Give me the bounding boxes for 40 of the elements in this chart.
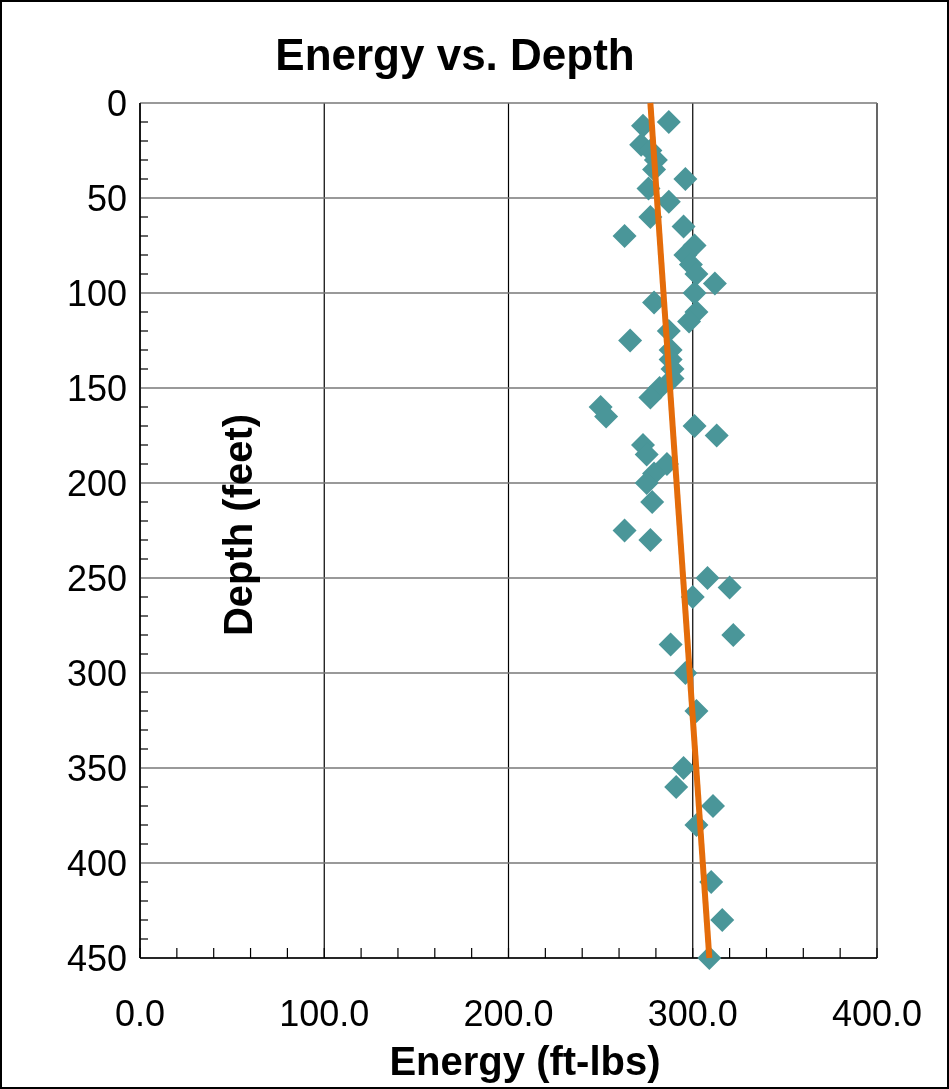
x-tick-label: 0.0: [114, 993, 166, 1034]
y-tick-label: 450: [66, 938, 127, 979]
point: [682, 281, 707, 305]
point: [638, 528, 663, 552]
y-tick-label: 400: [66, 843, 127, 884]
x-tick-label: 100.0: [279, 993, 370, 1034]
point: [704, 423, 729, 448]
y-tick-label: 300: [66, 653, 127, 694]
point: [717, 575, 742, 600]
x-axis-title: Energy (ft-lbs): [389, 1039, 661, 1083]
y-tick-label: 50: [86, 178, 127, 219]
point: [671, 214, 696, 239]
x-tick-label: 300.0: [647, 993, 738, 1034]
x-tick-label: 400.0: [831, 993, 923, 1034]
point: [673, 167, 698, 191]
point: [640, 490, 665, 514]
point: [695, 566, 720, 590]
point: [658, 632, 683, 657]
point: [618, 328, 643, 353]
chart-title: Energy vs. Depth: [275, 30, 635, 79]
point: [710, 908, 735, 932]
point: [612, 518, 637, 543]
y-tick-label: 100: [66, 273, 127, 314]
point: [634, 471, 659, 495]
y-tick-label: 0: [106, 83, 127, 124]
point: [721, 623, 746, 647]
x-tick-label: 200.0: [463, 993, 554, 1034]
point: [664, 775, 689, 799]
y-tick-label: 350: [66, 748, 127, 789]
point: [638, 385, 663, 410]
point: [671, 756, 696, 780]
y-tick-label: 250: [66, 558, 127, 599]
y-axis-title: Depth (feet): [216, 413, 260, 637]
y-tick-label: 150: [66, 368, 127, 409]
point: [682, 414, 707, 438]
point: [612, 224, 637, 248]
y-tick-label: 200: [66, 463, 127, 504]
point: [656, 110, 681, 134]
point: [701, 794, 726, 818]
point: [702, 271, 727, 296]
